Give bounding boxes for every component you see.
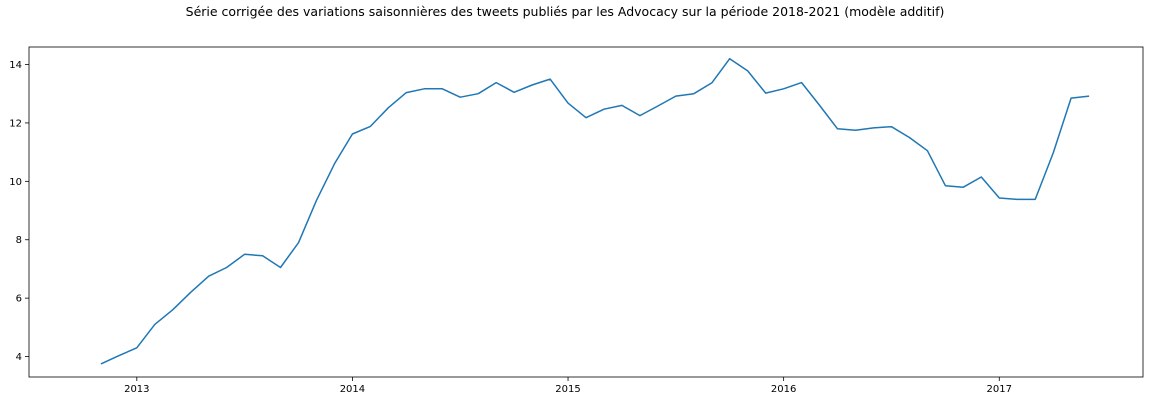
y-tick-label: 10: [9, 177, 22, 188]
x-axis: 2013 2014 2015 2016 2017: [124, 377, 1012, 395]
y-tick-label: 8: [16, 235, 22, 246]
x-tick-label: 2015: [555, 384, 580, 395]
y-tick-label: 6: [16, 294, 22, 305]
x-tick-label: 2017: [987, 384, 1012, 395]
y-axis: 4 6 8 10 12 14: [9, 60, 29, 363]
x-tick-label: 2014: [340, 384, 365, 395]
y-tick-label: 14: [9, 60, 22, 71]
plot-area: [100, 57, 1090, 365]
x-tick-label: 2013: [124, 384, 149, 395]
y-tick-label: 4: [16, 352, 22, 363]
y-tick-label: 12: [9, 118, 22, 129]
plot-frame: [28, 46, 1144, 378]
series-line: [100, 57, 1090, 365]
chart-title: Série corrigée des variations saisonnièr…: [186, 4, 945, 19]
x-tick-label: 2016: [771, 384, 796, 395]
